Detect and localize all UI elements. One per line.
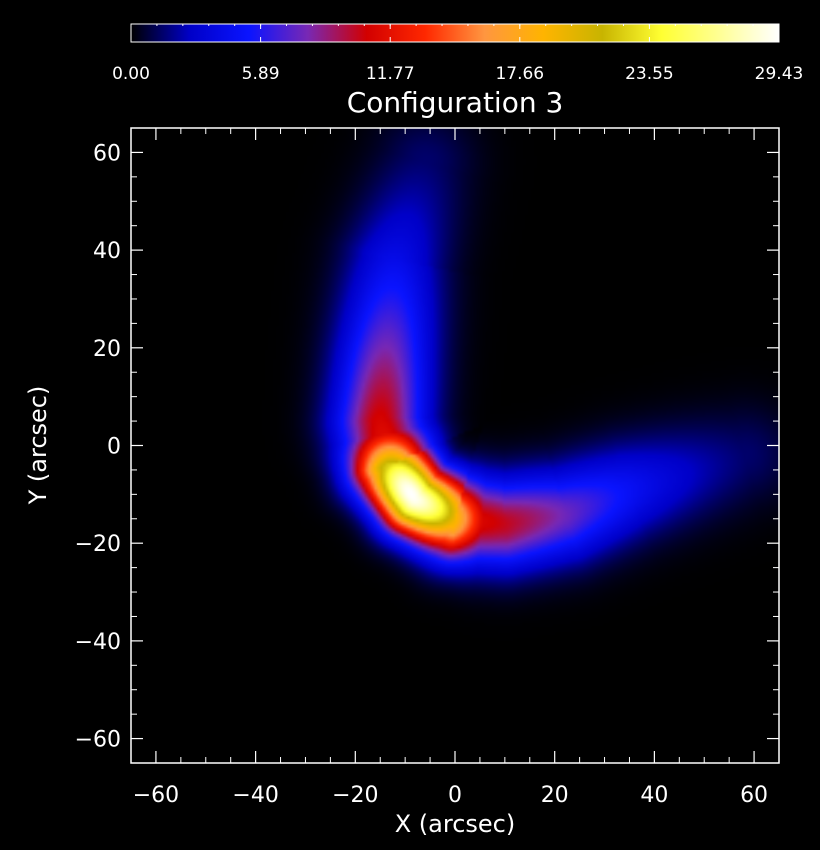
x-tick-label: −20 bbox=[332, 783, 378, 808]
x-axis-label: X (arcsec) bbox=[395, 810, 516, 838]
axis-ticks: −60 −40 −20 0 20 40 60 −60 −40 −20 0 20 40 60 bbox=[75, 128, 779, 808]
colorbar: 0.00 5.89 11.77 17.66 23.55 29.43 bbox=[112, 23, 803, 84]
y-axis-label: Y (arcsec) bbox=[24, 386, 52, 506]
y-tick-label: 20 bbox=[93, 337, 121, 362]
y-tick-label: 0 bbox=[107, 435, 121, 460]
colorbar-tick-label: 23.55 bbox=[625, 64, 674, 84]
x-tick-label: −40 bbox=[232, 783, 278, 808]
y-tick-label: −20 bbox=[75, 532, 121, 557]
colorbar-tick-label: 17.66 bbox=[495, 64, 544, 84]
heatmap-image bbox=[131, 128, 779, 763]
colorbar-tick-label: 11.77 bbox=[366, 64, 415, 84]
x-tick-label: −60 bbox=[133, 783, 179, 808]
colorbar-tick-label: 0.00 bbox=[112, 64, 150, 84]
x-tick-label: 40 bbox=[640, 783, 668, 808]
x-tick-label: 60 bbox=[740, 783, 768, 808]
chart-title: Configuration 3 bbox=[347, 86, 564, 119]
y-tick-label: −60 bbox=[75, 728, 121, 753]
colorbar-tick-label: 29.43 bbox=[755, 64, 804, 84]
colorbar-gradient bbox=[130, 23, 780, 43]
y-tick-label: −40 bbox=[75, 630, 121, 655]
x-tick-label: 0 bbox=[448, 783, 462, 808]
x-tick-label: 20 bbox=[541, 783, 569, 808]
colorbar-tick-label: 5.89 bbox=[242, 64, 280, 84]
colorbar-ticks: 0.00 5.89 11.77 17.66 23.55 29.43 bbox=[112, 24, 803, 84]
plot-area: −60 −40 −20 0 20 40 60 −60 −40 −20 0 20 40 60 bbox=[75, 127, 780, 808]
y-tick-label: 60 bbox=[93, 141, 121, 166]
y-tick-label: 40 bbox=[93, 239, 121, 264]
